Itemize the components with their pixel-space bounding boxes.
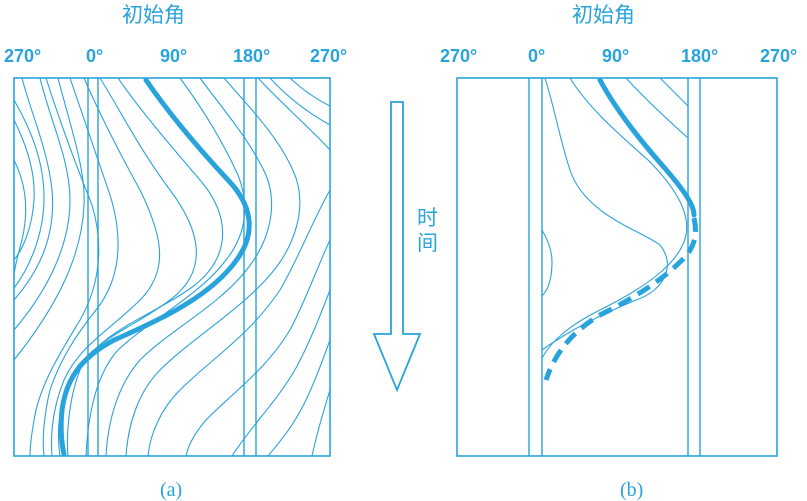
panel-b-highlighted-trajectory-dashed: [543, 217, 698, 381]
trajectory-line: [13, 119, 35, 261]
panel-b-curves: [541, 77, 689, 359]
panel-a-tick-270-right: 270°: [310, 46, 347, 66]
trajectory-line: [13, 77, 54, 301]
trajectory-line: [257, 77, 331, 151]
panel-b-tick-270-left: 270°: [440, 46, 477, 66]
trajectory-line: [13, 99, 45, 289]
trajectory-line: [105, 77, 273, 457]
trajectory-line: [311, 389, 331, 457]
time-label-char-2: 间: [417, 231, 438, 255]
panel-a-caption: (a): [160, 479, 182, 501]
trajectory-line: [185, 239, 331, 457]
trajectory-line: [51, 77, 161, 457]
trajectory-line: [267, 339, 331, 457]
panel-b-tick-90: 90°: [602, 46, 629, 66]
time-label-background: [410, 200, 446, 258]
trajectory-line: [231, 289, 331, 457]
panel-b-frame: [456, 77, 778, 457]
trajectory-line: [13, 159, 27, 276]
trajectory-line: [66, 77, 224, 457]
panel-b-highlighted-trajectory-solid: [597, 77, 697, 218]
panel-a-tick-90: 90°: [160, 46, 187, 66]
panel-b-tick-270-right: 270°: [760, 46, 797, 66]
trajectory-line: [13, 77, 71, 331]
panel-b-tick-180: 180°: [681, 46, 718, 66]
panel-a-tick-270-left: 270°: [4, 46, 41, 66]
trajectory-line: [147, 189, 331, 457]
panel-a-left-curves: [13, 77, 85, 361]
trajectory-line: [42, 77, 119, 457]
panel-a-tick-180: 180°: [233, 46, 270, 66]
trajectory-line: [289, 77, 331, 107]
time-arrow-icon: [372, 101, 422, 393]
panel-b-caption: (b): [620, 479, 643, 501]
panel-b-tick-0: 0°: [528, 46, 545, 66]
trajectory-line: [269, 77, 331, 126]
panel-a-tick-0: 0°: [86, 46, 103, 66]
trajectory-line: [659, 77, 689, 107]
trajectory-line: [29, 77, 100, 457]
time-arrow-group: 时 间: [372, 101, 446, 393]
trajectory-line: [541, 229, 553, 297]
trajectory-line: [625, 77, 689, 139]
trajectory-line: [541, 77, 688, 359]
panel-b: 初始角 270° 0° 90° 180° 270° (b): [440, 3, 797, 501]
trajectory-line: [125, 77, 301, 457]
panel-a-title: 初始角: [122, 3, 185, 27]
panel-a-highlighted-trajectory: [58, 77, 252, 457]
trajectory-line: [541, 77, 668, 351]
time-label-char-1: 时: [417, 206, 438, 230]
panel-a-main-curves: [29, 77, 331, 457]
trajectory-line: [57, 77, 197, 457]
trajectory-line: [85, 77, 246, 457]
trajectory-line: [13, 77, 85, 361]
panel-a: 初始角 270° 0° 90° 180° 270°: [4, 3, 347, 501]
panel-a-frame: [13, 77, 331, 457]
panel-b-title: 初始角: [572, 3, 635, 27]
